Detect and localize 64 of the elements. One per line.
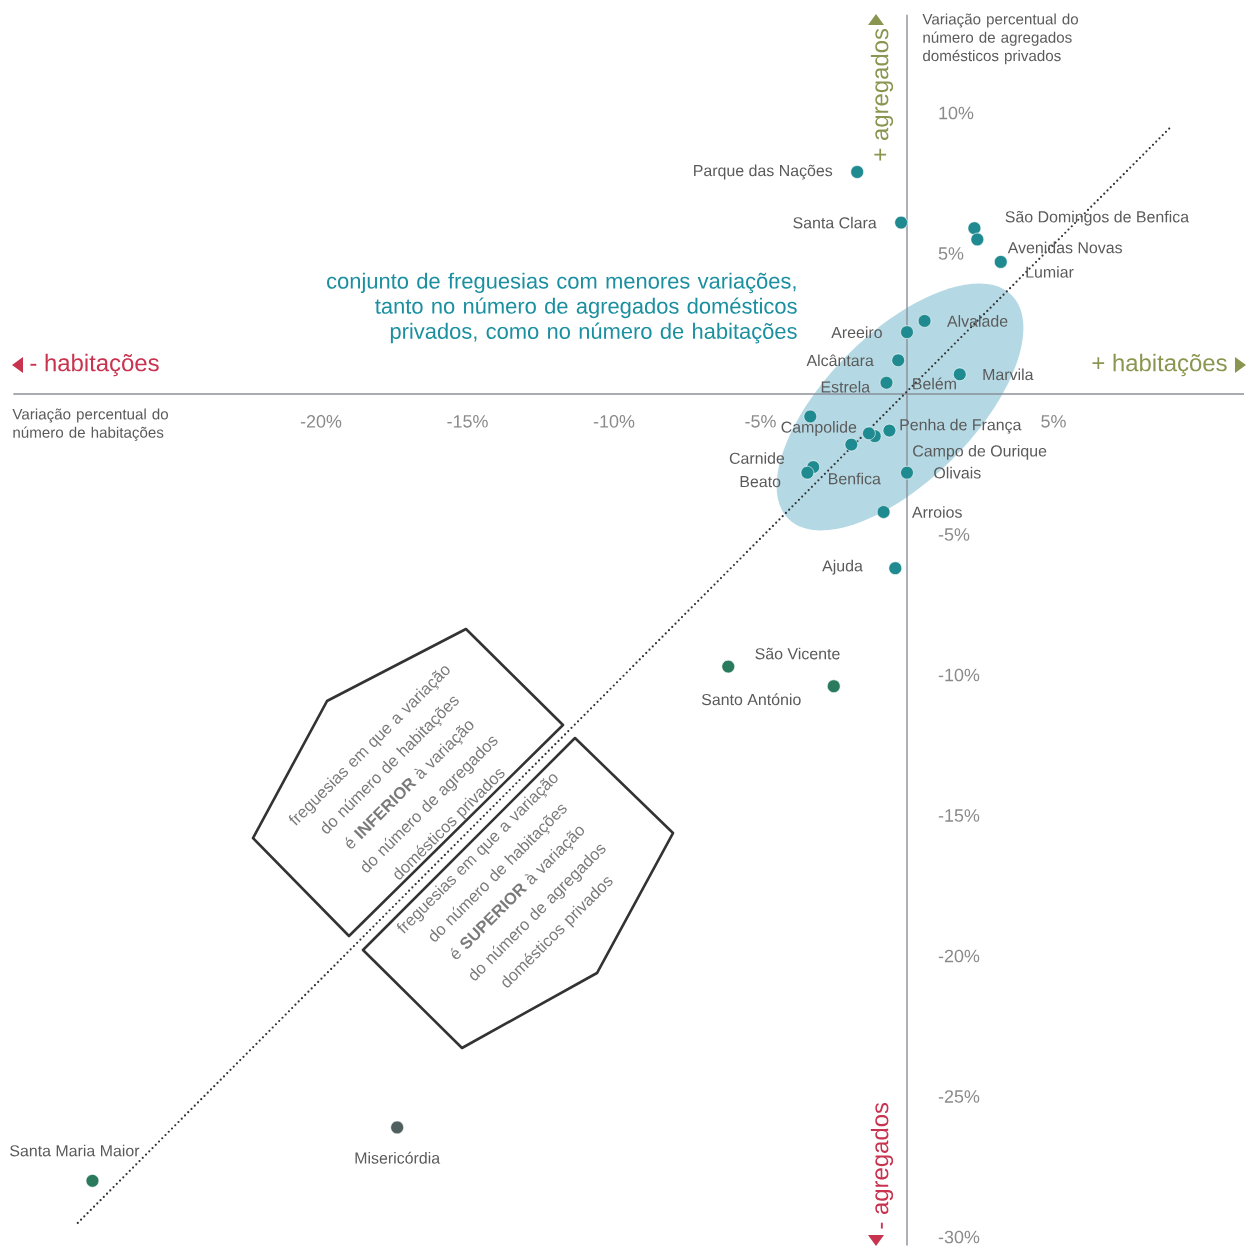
point: [894, 215, 908, 230]
annotation: Santo António: [701, 693, 801, 706]
x-tick-label: -20%: [300, 415, 342, 428]
annotation: Campo de Ourique: [913, 444, 1047, 460]
annotation: Belém: [913, 377, 956, 390]
annotation: Alcântara: [806, 354, 874, 367]
point: [888, 561, 902, 575]
point: [390, 1120, 404, 1135]
annotation: Campolide: [781, 421, 857, 436]
point: [882, 423, 897, 438]
annotation: São Vicente: [755, 647, 840, 660]
point: [891, 353, 905, 367]
y-tick-label: -10%: [938, 668, 980, 682]
annotation: + habitações: [1092, 353, 1227, 377]
point: [721, 659, 735, 674]
annotation: Beato: [740, 476, 781, 488]
y-tick-label: -25%: [938, 1090, 980, 1103]
point: [900, 465, 914, 480]
x-tick-label: -15%: [447, 415, 488, 428]
annotation: Olivais: [934, 466, 981, 479]
annotation: Santa Clara: [793, 216, 877, 229]
point: [850, 165, 864, 179]
point: [862, 426, 876, 441]
annotation: Benfica: [829, 472, 881, 485]
x-tick-label: -10%: [593, 415, 635, 428]
point: [970, 232, 985, 247]
y-tick-label: -30%: [938, 1230, 980, 1244]
point: [85, 1174, 100, 1188]
y-tick-label: -20%: [938, 949, 980, 963]
annotation: Carnide: [729, 452, 785, 464]
point: [844, 437, 859, 452]
x-tick-label: -5%: [745, 415, 776, 428]
annotation: Areeiro: [831, 326, 882, 339]
point: [827, 679, 841, 693]
annotation: Penha de França: [900, 418, 1022, 434]
y-tick-label: -15%: [938, 809, 980, 822]
annotation: - agregados: [870, 1102, 894, 1229]
annotation: + agregados: [870, 28, 894, 161]
point: [900, 325, 914, 339]
x-tick-label: 5%: [1041, 415, 1066, 428]
annotation: Alvalade: [947, 315, 1008, 327]
point: [879, 376, 894, 390]
annotation: Santa Maria Maior: [10, 1144, 140, 1157]
point: [876, 505, 891, 519]
annotation: Ajuda: [822, 559, 863, 575]
annotation: Estrela: [821, 380, 871, 393]
annotation: Parque das Nações: [694, 164, 833, 180]
y-axis-title: Variação percentual do número de agregados domésticos privados: [922, 13, 1079, 65]
annotation: Misericórdia: [355, 1151, 441, 1164]
annotation: conjunto de freguesias com menores variações, tanto no número de agregados domésticos privados, como no número de habitações: [327, 272, 797, 344]
point: [917, 314, 932, 328]
annotation: - habitações: [30, 353, 159, 377]
y-tick-label: -5%: [938, 528, 970, 541]
annotation: São Domingos de Benfica: [1005, 210, 1190, 226]
annotation: Lumiar: [1026, 266, 1074, 278]
y-tick-label: 10%: [939, 106, 974, 120]
annotation: Marvila: [983, 368, 1034, 381]
x-axis-title: Variação percentual do número de habitações: [12, 408, 169, 441]
annotation: Arroios: [911, 506, 962, 518]
annotation: Avenidas Novas: [1007, 241, 1123, 254]
point: [800, 465, 815, 480]
point: [967, 221, 982, 235]
point: [994, 255, 1008, 269]
y-tick-label: 5%: [938, 247, 964, 260]
